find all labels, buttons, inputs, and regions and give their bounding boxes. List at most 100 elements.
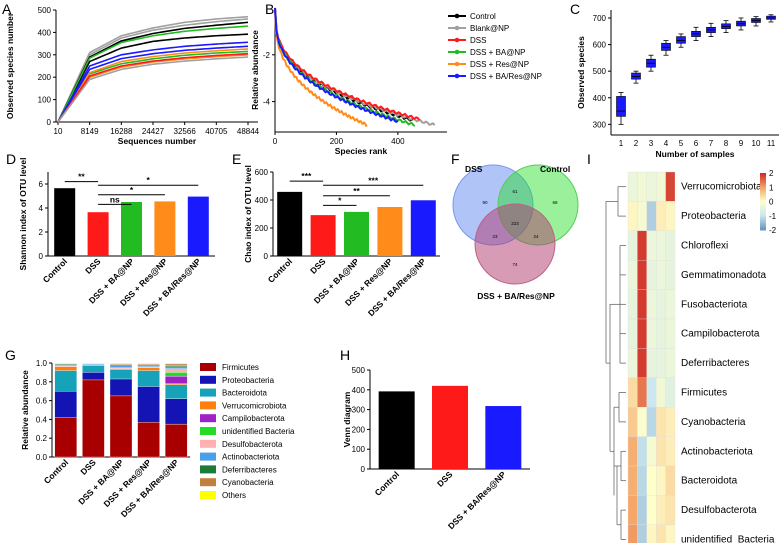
i-cell xyxy=(627,201,638,231)
g-legend-label: Deferribacteres xyxy=(222,465,277,474)
b-y-tick-label: -4 xyxy=(263,98,271,107)
i-cell xyxy=(637,201,647,231)
g-y-tick-label: 0.2 xyxy=(36,434,48,443)
g-segment-firmicutes xyxy=(54,417,77,458)
d-bar-1 xyxy=(87,212,109,256)
b-legend-label: DSS + BA@NP xyxy=(470,48,525,57)
i-colorbar-step xyxy=(760,217,766,220)
b-x-tick-label: 400 xyxy=(391,137,405,146)
h-y-tick-label: 500 xyxy=(352,366,366,375)
d-sig-label: ns xyxy=(110,194,120,204)
g-segment-bacteroidota xyxy=(82,365,105,373)
g-y-tick-label: 1.0 xyxy=(36,359,48,368)
i-colorbar-step xyxy=(760,175,766,178)
a-x-tick-label: 24427 xyxy=(142,127,165,136)
b-legend-marker xyxy=(454,37,460,43)
i-colorbar-step xyxy=(760,173,766,175)
b-legend-marker xyxy=(454,25,460,31)
e-y-tick-label: 600 xyxy=(255,168,269,177)
b-curve-dss-ba-np xyxy=(274,7,416,127)
g-segment-proteobacteria xyxy=(82,372,105,381)
i-colorbar-step xyxy=(760,177,766,180)
g-legend-label: Actinobacteriota xyxy=(222,453,280,462)
c-box xyxy=(616,96,626,117)
e-x-tick-label: Control xyxy=(266,256,294,284)
a-curve-control-b xyxy=(57,33,249,123)
i-cell xyxy=(646,318,657,349)
b-x-tick-label: 200 xyxy=(330,137,344,146)
i-colorbar-tick-label: -2 xyxy=(769,226,777,235)
i-row-label: Proteobacteria xyxy=(681,211,746,222)
e-y-label: Chao index of OTU level xyxy=(243,165,253,263)
i-colorbar-step xyxy=(760,191,766,194)
i-colorbar-step xyxy=(760,225,766,228)
i-cell xyxy=(665,318,676,349)
panel-label-g: G xyxy=(5,347,16,363)
g-segment-campilobacterota xyxy=(165,376,188,384)
i-colorbar-step xyxy=(760,190,766,193)
h-y-label: Venn diagram xyxy=(342,391,352,447)
a-curve-blank-np-curves xyxy=(57,15,249,123)
i-cell xyxy=(637,524,647,543)
g-segment-cyanobacteria xyxy=(165,363,188,366)
g-segment-others xyxy=(109,362,133,365)
c-y-tick-label: 500 xyxy=(593,67,607,76)
a-curve-ba-res-np xyxy=(57,41,249,123)
i-cell xyxy=(656,171,666,202)
i-colorbar-step xyxy=(760,201,766,204)
e-bar-2 xyxy=(344,211,369,256)
a-x-tick-label: 16288 xyxy=(110,127,133,136)
g-y-label: Relative abundance xyxy=(20,370,30,450)
c-x-tick-label: 7 xyxy=(709,139,714,148)
g-x-tick-label: DSS xyxy=(78,457,98,477)
a-y-label: Observed species number xyxy=(5,12,15,119)
b-legend-label: DSS xyxy=(470,36,486,45)
f-set-label-control: Control xyxy=(540,164,570,174)
h-bar-1 xyxy=(432,385,468,469)
b-legend-label: DSS + BA/Res@NP xyxy=(470,72,542,81)
i-colorbar-step xyxy=(760,220,766,222)
i-cell xyxy=(665,377,676,408)
i-colorbar-step xyxy=(760,198,766,201)
i-colorbar-tick-label: 1 xyxy=(769,183,774,192)
a-curve-ba-res-np-b xyxy=(57,45,249,123)
panel-label-f: F xyxy=(451,151,460,167)
i-cell xyxy=(656,348,666,378)
d-x-tick-label: DSS + BA/Res@NP xyxy=(141,256,203,318)
i-cell xyxy=(637,289,647,320)
i-colorbar-step xyxy=(760,182,766,185)
i-cell xyxy=(627,436,638,467)
e-y-tick-label: 200 xyxy=(255,224,269,233)
a-x-tick-label: 40705 xyxy=(205,127,228,136)
c-x-tick-label: 6 xyxy=(694,139,699,148)
i-cell xyxy=(637,377,647,408)
e-bar-1 xyxy=(310,215,336,256)
i-cell xyxy=(656,260,666,290)
c-x-tick-label: 10 xyxy=(752,139,761,148)
g-segment-firmicutes xyxy=(82,379,105,458)
panel-i-heatmap: Verrucomicrobiota Proteobacteria Chlorofle… xyxy=(605,169,777,543)
c-box xyxy=(676,36,686,44)
a-x-tick-label: 32566 xyxy=(174,127,197,136)
a-x-tick-label: 48844 xyxy=(237,127,260,136)
i-cell xyxy=(665,230,676,261)
e-x-tick-label: DSS + BA/Res@NP xyxy=(366,256,428,318)
g-segment-proteobacteria xyxy=(109,378,133,397)
f-region-all: 223 xyxy=(511,221,519,226)
i-cell xyxy=(656,407,666,437)
i-row-label: Campilobacterota xyxy=(681,329,760,340)
f-region-dss_only: 90 xyxy=(482,200,488,205)
panel-c-boxplot: 300 400 500 600 700 1 2 3 4 5 6 7 8 9 10 11 Number of sa… xyxy=(576,10,779,159)
g-y-tick-label: 0.6 xyxy=(36,397,48,406)
g-segment-bacteroidota xyxy=(137,370,160,387)
b-y-tick-label: -2 xyxy=(263,51,271,60)
c-x-tick-label: 5 xyxy=(679,139,684,148)
i-row-label: Desulfobacterota xyxy=(681,505,757,516)
f-region-control_bares: 24 xyxy=(533,234,539,239)
c-y-tick-label: 300 xyxy=(593,120,607,129)
i-colorbar-step xyxy=(760,195,766,198)
i-row-label: Deferribacteres xyxy=(681,358,749,369)
h-bar-2 xyxy=(485,406,522,469)
b-curve-dss xyxy=(274,7,421,121)
